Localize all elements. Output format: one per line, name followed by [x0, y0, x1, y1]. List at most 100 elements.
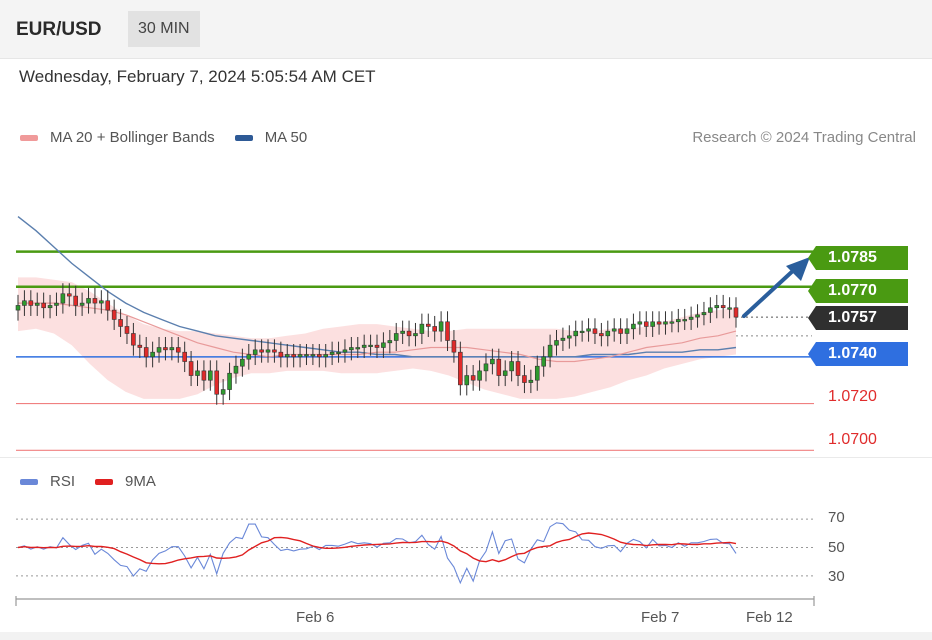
candle-body-82 [541, 356, 546, 367]
candle-body-66 [438, 321, 444, 332]
ma50-legend-label: MA 50 [264, 129, 308, 146]
x-tick-feb12: Feb 12 [746, 609, 793, 626]
candle-body-14 [105, 300, 111, 311]
candle-body-50 [336, 351, 341, 354]
candle-body-109 [714, 305, 720, 309]
candle-body-36 [246, 354, 252, 360]
candle-body-18 [131, 333, 136, 346]
candle-body-43 [291, 354, 296, 358]
candle-body-88 [579, 330, 585, 333]
candle-body-104 [682, 319, 688, 322]
level-tag-4: 1.0740 [808, 342, 908, 366]
candle-body-83 [547, 344, 553, 358]
candle-body-100 [656, 321, 662, 325]
candle-body-32 [220, 389, 226, 395]
candle-body-27 [188, 361, 194, 376]
candle-body-16 [118, 319, 123, 327]
price-legend: MA 20 + Bollinger Bands MA 50 [20, 129, 307, 146]
candle-body-61 [406, 330, 412, 337]
candle-body-1 [22, 300, 27, 306]
candle-body-102 [669, 321, 675, 324]
candle-body-30 [208, 370, 213, 381]
candle-body-33 [227, 372, 232, 390]
pane-divider [0, 457, 932, 458]
candle-body-86 [567, 335, 572, 339]
candle-body-8 [66, 293, 72, 297]
candle-body-94 [618, 328, 623, 334]
candle-body-107 [701, 312, 707, 316]
candle-body-6 [54, 302, 59, 306]
candle-body-73 [483, 363, 489, 372]
candle-body-29 [201, 370, 207, 381]
candle-body-11 [86, 298, 91, 304]
candle-body-84 [554, 340, 559, 346]
rsi-tick-30: 30 [828, 568, 845, 585]
level-label-5: 1.0720 [828, 388, 877, 405]
candle-body-101 [663, 321, 668, 325]
candle-body-98 [643, 321, 649, 327]
ma20-swatch [20, 134, 38, 141]
candle-body-35 [240, 358, 245, 367]
candle-body-56 [374, 344, 380, 348]
candle-body-79 [522, 375, 527, 383]
candle-body-77 [509, 361, 514, 372]
level-tag-2: 1.0770 [808, 279, 908, 303]
candle-body-93 [611, 328, 617, 332]
candle-body-110 [720, 305, 726, 309]
candle-body-44 [297, 354, 303, 358]
header-bar: EUR/USD 30 MIN [0, 0, 932, 59]
candle-body-37 [252, 349, 258, 355]
candle-body-112 [733, 307, 739, 318]
candle-body-5 [47, 305, 53, 309]
candle-body-26 [182, 351, 187, 362]
candle-body-80 [528, 379, 534, 383]
rsi-tick-70: 70 [828, 509, 845, 526]
candle-body-57 [381, 342, 386, 348]
candle-body-67 [445, 321, 450, 341]
candle-body-48 [323, 354, 329, 358]
candle-body-60 [400, 330, 405, 334]
candle-body-49 [329, 351, 335, 355]
rsi-swatch [20, 478, 38, 485]
candle-body-54 [361, 344, 367, 348]
candle-body-78 [515, 361, 521, 376]
candle-body-75 [496, 358, 502, 376]
candle-body-111 [727, 307, 732, 310]
candle-body-42 [284, 354, 290, 358]
candle-body-58 [387, 340, 393, 344]
candle-body-68 [451, 340, 457, 353]
rsi-tick-50: 50 [828, 539, 845, 556]
rsi-legend-label: RSI [50, 473, 76, 490]
x-tick-feb6: Feb 6 [296, 609, 335, 626]
candle-body-71 [470, 375, 476, 381]
candle-body-31 [214, 370, 220, 395]
candle-body-4 [41, 302, 46, 309]
candle-body-13 [99, 300, 104, 304]
candle-body-52 [349, 347, 354, 351]
candle-body-70 [464, 375, 470, 386]
candle-body-19 [137, 344, 143, 348]
candle-body-85 [560, 337, 566, 341]
projection-arrow [742, 266, 798, 318]
candle-body-103 [676, 319, 681, 323]
candle-body-41 [278, 351, 284, 358]
candle-body-47 [317, 354, 322, 358]
candle-body-15 [111, 309, 117, 320]
x-tick-feb7: Feb 7 [641, 609, 680, 626]
candle-body-45 [304, 354, 309, 357]
candle-body-24 [169, 347, 175, 351]
candle-body-39 [265, 349, 271, 353]
timeframe-badge[interactable]: 30 MIN [128, 11, 200, 47]
ma9-swatch [95, 478, 114, 485]
candle-body-17 [124, 326, 130, 334]
candle-body-59 [393, 333, 399, 341]
candle-body-25 [175, 347, 181, 353]
candle-body-7 [60, 293, 66, 304]
candle-body-22 [156, 347, 162, 353]
candle-body-108 [708, 307, 713, 313]
candle-body-12 [92, 298, 98, 304]
candle-body-51 [342, 349, 348, 353]
candle-body-89 [586, 328, 591, 332]
